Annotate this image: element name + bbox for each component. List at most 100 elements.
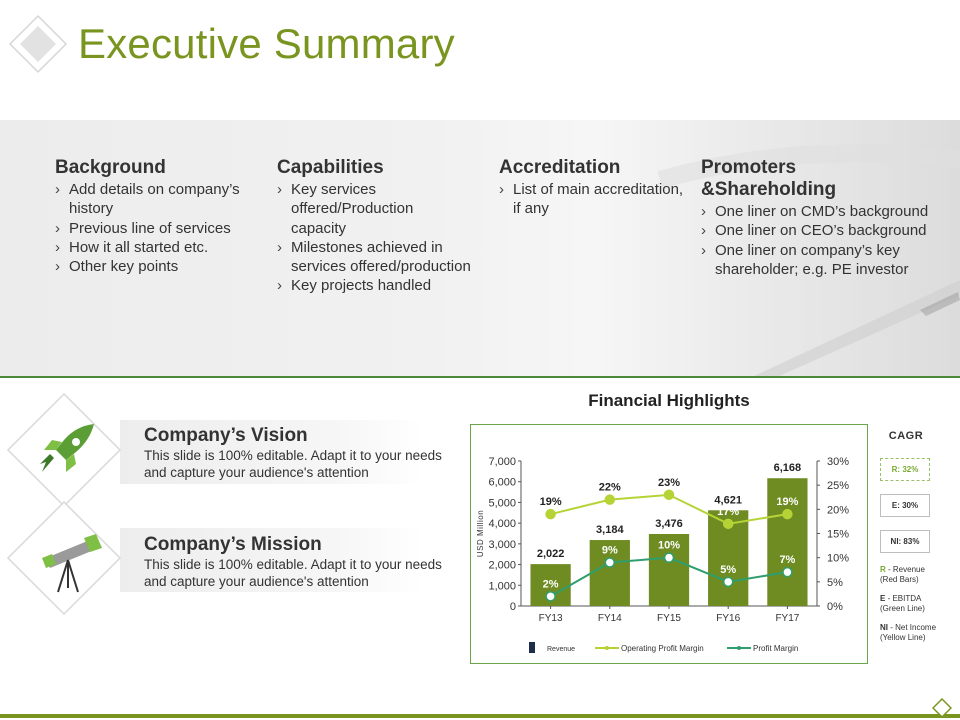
operating-margin-point [604,494,616,505]
list-item: How it all started etc. [55,238,265,258]
promoters-list: One liner on CMD’s background One liner … [701,202,941,279]
background-section: Background Add details on company’s hist… [55,157,265,277]
promoters-heading: Promoters &Shareholding [701,157,837,200]
y2-tick-label: 15% [827,529,849,541]
profit-margin-label: 7% [779,554,795,566]
profit-margin-point [545,591,556,602]
list-item: Key services offered/Production capacity [277,180,472,238]
financial-highlights-title: Financial Highlights [588,391,750,410]
y-tick-label: 3,000 [488,539,516,551]
list-item: Milestones achieved in services offered/… [277,238,472,277]
y2-tick-label: 10% [827,553,849,565]
x-tick-label: FY17 [775,613,799,624]
cagr-note-ebitda: E - EBITDA (Green Line) [880,594,925,613]
operating-margin-point [782,508,793,520]
y-tick-label: 7,000 [488,456,516,468]
operating-margin-point [545,508,556,520]
vision-title: Company’s Vision [144,425,308,446]
operating-margin-point [722,518,734,530]
y-tick-label: 0 [510,601,516,613]
page-title: Executive Summary [78,20,455,67]
operating-margin-label: 19% [540,496,562,508]
bar-value-label: 6,168 [774,462,802,474]
bar-value-label: 3,476 [655,518,683,530]
vision-strip [120,420,425,484]
y-tick-label: 2,000 [488,560,516,572]
bar-value-label: 2,022 [537,548,565,560]
capabilities-heading: Capabilities [277,157,384,178]
cagr-net-income-box: NI: 83% [880,530,930,553]
cagr-revenue-box: R: 32% [880,458,930,481]
legend-revenue-label: Revenue [547,646,575,653]
operating-margin-label: 23% [658,477,680,489]
y2-tick-label: 20% [827,504,849,516]
cagr-note-revenue: R - Revenue (Red Bars) [880,565,925,584]
x-tick-label: FY16 [716,613,740,624]
financial-chart: 7,000 6,000 5,000 4,000 3,000 2,000 1,000 0 30% 2… [476,456,849,653]
bar [589,540,630,606]
list-item: One liner on CEO’s background [701,221,941,241]
x-tick-label: FY15 [657,613,681,624]
list-item: List of main accreditation, if any [499,180,689,219]
operating-margin-label: 19% [776,496,798,508]
background-heading: Background [55,157,166,178]
y2-tick-label: 30% [827,456,849,468]
vision-diamond [6,392,122,508]
x-tick-label: FY13 [539,613,563,624]
bar-value-label: 4,621 [714,494,742,506]
bottom-accent-line [0,714,960,718]
profit-margin-point [604,557,616,568]
mission-diamond [6,500,122,616]
y-tick-label: 5,000 [488,497,516,509]
legend-op-margin-label: Operating Profit Margin [621,644,704,653]
profit-margin-label: 9% [602,545,618,557]
legend-revenue-swatch [529,642,535,653]
mission-strip [120,528,425,592]
y-axis-label: USD Million [476,510,485,557]
operating-margin-label: 22% [599,482,621,494]
accreditation-heading: Accreditation [499,157,621,178]
list-item: Previous line of services [55,219,265,239]
accreditation-list: List of main accreditation, if any [499,180,689,219]
y-tick-label: 1,000 [488,580,516,592]
bar [767,478,808,606]
cagr-ebitda-box: E: 30% [880,494,930,517]
telescope-icon [42,534,102,593]
bar-value-label: 3,184 [596,524,624,536]
accreditation-section: Accreditation List of main accreditation… [499,157,689,219]
capabilities-section: Capabilities Key services offered/Produc… [277,157,472,296]
list-item: Key projects handled [277,276,472,296]
rocket-icon [40,424,94,472]
mission-title: Company’s Mission [144,534,322,555]
cagr-note-net-income: NI - Net Income (Yellow Line) [880,623,937,642]
y2-tick-label: 5% [827,577,843,589]
y2-tick-label: 0% [827,601,843,613]
list-item: Add details on company’s history [55,180,265,219]
mission-text: This slide is 100% editable. Adapt it to… [144,557,442,589]
promoters-section: Promoters &Shareholding One liner on CMD… [701,157,941,279]
list-item: Other key points [55,257,265,277]
bar [648,533,690,606]
profit-margin-label: 10% [658,540,680,552]
capabilities-list: Key services offered/Production capacity… [277,180,472,296]
y-tick-label: 4,000 [488,518,516,530]
list-item: One liner on CMD’s background [701,202,941,222]
vision-text: This slide is 100% editable. Adapt it to… [144,448,442,480]
profit-margin-point [663,552,675,563]
legend-profit-margin-marker [737,646,741,650]
profit-margin-label: 2% [543,578,559,590]
background-list: Add details on company’s history Previou… [55,180,265,277]
profit-margin-label: 5% [720,564,736,576]
bottom-diamond-decoration [932,698,952,718]
profit-margin-point [722,576,734,588]
legend-op-margin-marker [605,646,609,650]
y2-tick-label: 25% [827,480,849,492]
operating-margin-point [663,489,675,501]
legend-profit-margin-label: Profit Margin [753,644,798,653]
pen-background-image [657,144,960,378]
corner-diamond-decoration [8,14,68,74]
band-divider [0,376,960,378]
operating-margin-label: 17% [717,506,739,518]
profit-margin-point [782,566,793,578]
cagr-title: CAGR [888,430,924,442]
